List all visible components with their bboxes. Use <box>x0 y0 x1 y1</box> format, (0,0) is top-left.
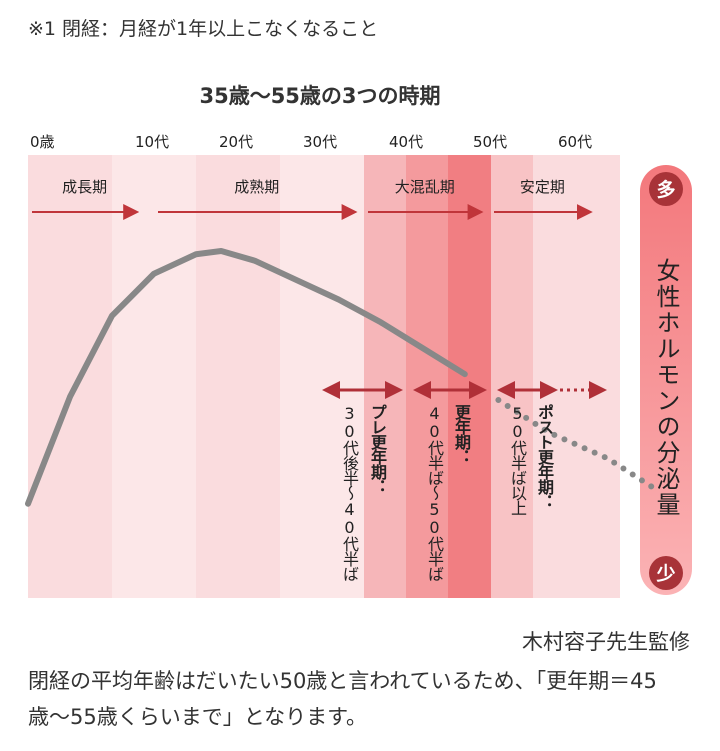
band-20-30 <box>196 155 280 598</box>
chart-title: 35歳〜55歳の3つの時期 <box>199 84 441 108</box>
hormone-curve <box>25 248 661 507</box>
phase-label: 成長期 <box>62 178 107 196</box>
period-name: ポスト更年期： <box>535 404 554 509</box>
band-60-70 <box>533 155 620 598</box>
y-high-label: 多 <box>656 178 675 201</box>
x-tick-label: 40代 <box>389 133 423 151</box>
phase-label: 大混乱期 <box>395 178 455 196</box>
phases: 成長期 成熟期 大混乱期 安定期 <box>32 178 593 220</box>
period-range: 30代後半〜40代半ば <box>340 404 359 581</box>
x-tick-label: 0歳 <box>30 133 55 151</box>
band-40-45 <box>406 155 448 598</box>
y-high-badge <box>649 172 683 206</box>
x-tick-label: 10代 <box>135 133 169 151</box>
period-name: 更年期： <box>452 404 471 464</box>
curve-dotted <box>495 397 661 494</box>
band-10-20 <box>112 155 196 598</box>
phase-label: 安定期 <box>520 178 565 196</box>
x-ticks: 0歳 10代 20代 30代 40代 50代 60代 <box>30 133 592 151</box>
band-35-40 <box>364 155 406 598</box>
body-text: 閉経の平均年齢はだいたい50歳と言われているため、「更年期＝45歳〜55歳くらい… <box>28 669 657 729</box>
footnote: ※1 閉経：月経が1年以上こなくなること <box>28 18 379 40</box>
period-range: 40代半ば〜50代半ば <box>425 404 444 581</box>
curve-solid <box>25 248 468 507</box>
x-tick-label: 30代 <box>303 133 337 151</box>
band-55-60 <box>491 155 533 598</box>
period-name: プレ更年期： <box>368 404 387 494</box>
x-tick-label: 50代 <box>473 133 507 151</box>
y-low-label: 少 <box>655 563 675 585</box>
period-range: 50代半ば以上 <box>508 404 527 515</box>
x-tick-label: 60代 <box>558 133 592 151</box>
x-tick-label: 20代 <box>219 133 253 151</box>
band-0-10 <box>28 155 112 598</box>
phase-label: 成熟期 <box>234 178 279 196</box>
y-low-badge <box>649 556 683 590</box>
band-45-55 <box>448 155 491 598</box>
y-axis-label: 女性ホルモンの分泌量 <box>652 258 680 518</box>
band-30-35 <box>280 155 364 598</box>
credit: 木村容子先生監修 <box>522 630 690 654</box>
